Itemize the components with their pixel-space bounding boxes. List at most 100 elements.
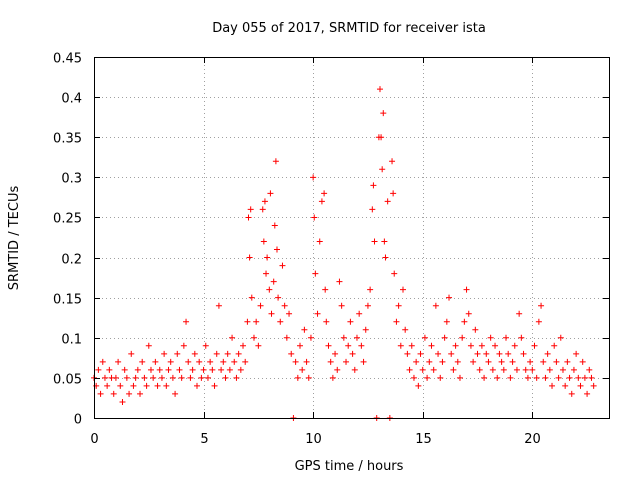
data-point xyxy=(382,254,389,261)
data-point xyxy=(465,310,472,317)
data-point xyxy=(272,158,279,165)
data-point xyxy=(126,390,133,397)
data-point xyxy=(185,358,192,365)
y-tick-label: 0.15 xyxy=(53,293,82,308)
data-point xyxy=(489,366,496,373)
data-point xyxy=(257,302,264,309)
data-point xyxy=(432,302,439,309)
data-point xyxy=(143,382,150,389)
data-point xyxy=(553,358,560,365)
y-tick-label: 0.4 xyxy=(61,92,82,107)
data-point xyxy=(220,358,227,365)
data-point xyxy=(247,206,254,213)
data-point xyxy=(123,374,130,381)
data-point xyxy=(321,190,328,197)
data-point xyxy=(323,318,330,325)
data-point xyxy=(551,342,558,349)
data-point xyxy=(204,374,211,381)
data-point xyxy=(443,318,450,325)
data-point xyxy=(183,318,190,325)
data-point xyxy=(533,374,540,381)
data-point xyxy=(207,358,214,365)
data-point xyxy=(389,158,396,165)
data-point xyxy=(347,318,354,325)
data-point xyxy=(218,366,225,373)
data-point xyxy=(110,390,117,397)
data-point xyxy=(400,286,406,293)
plot-frame xyxy=(94,57,610,419)
data-point xyxy=(513,366,520,373)
data-point xyxy=(305,374,312,381)
data-point xyxy=(522,366,529,373)
data-point xyxy=(369,206,376,213)
data-point xyxy=(518,334,525,341)
data-point xyxy=(408,342,415,349)
data-point xyxy=(213,350,220,357)
data-point xyxy=(279,262,286,269)
data-point xyxy=(130,382,137,389)
data-point xyxy=(529,366,536,373)
data-point xyxy=(503,334,509,341)
data-point xyxy=(132,374,139,381)
data-point xyxy=(531,342,538,349)
data-point xyxy=(410,374,417,381)
data-point xyxy=(200,366,207,373)
data-point xyxy=(264,254,271,261)
data-point xyxy=(349,350,356,357)
data-point xyxy=(281,302,288,309)
data-point xyxy=(421,334,428,341)
data-point xyxy=(97,390,104,397)
data-point xyxy=(329,374,336,381)
data-point xyxy=(240,342,247,349)
y-tick-label: 0.25 xyxy=(53,212,82,227)
data-point xyxy=(242,358,249,365)
data-point xyxy=(273,246,280,253)
data-point xyxy=(439,358,446,365)
data-point xyxy=(299,366,306,373)
data-point xyxy=(378,134,385,141)
y-tick-label: 0.05 xyxy=(53,373,82,388)
data-point xyxy=(404,350,411,357)
data-point xyxy=(261,198,268,205)
data-point xyxy=(275,294,282,301)
data-point xyxy=(318,198,325,205)
data-point xyxy=(509,358,516,365)
data-point xyxy=(437,374,444,381)
data-point xyxy=(294,374,301,381)
data-point xyxy=(119,398,126,405)
data-point xyxy=(215,302,222,309)
data-point xyxy=(198,374,205,381)
data-point xyxy=(229,334,236,341)
data-point xyxy=(417,350,424,357)
data-point xyxy=(161,350,168,357)
data-point xyxy=(393,318,400,325)
data-point xyxy=(415,382,422,389)
data-point xyxy=(579,358,586,365)
data-point xyxy=(106,366,113,373)
data-point xyxy=(310,174,317,181)
y-tick-label: 0.35 xyxy=(53,132,82,147)
data-point xyxy=(590,382,597,389)
data-point xyxy=(498,358,505,365)
data-point xyxy=(380,110,387,117)
data-point xyxy=(202,342,209,349)
data-point xyxy=(172,390,179,397)
data-point xyxy=(231,358,238,365)
data-point xyxy=(397,342,404,349)
y-axis-title: SRMTID / TECUs xyxy=(7,186,22,291)
data-point xyxy=(303,358,310,365)
y-tick-label: 0.3 xyxy=(61,172,82,187)
data-point xyxy=(485,358,492,365)
data-point xyxy=(246,254,253,261)
data-point xyxy=(322,286,329,293)
data-point xyxy=(176,366,183,373)
data-point xyxy=(163,382,170,389)
data-point xyxy=(169,374,176,381)
data-point xyxy=(456,374,463,381)
chart-title: Day 055 of 2017, SRMTID for receiver ist… xyxy=(212,21,486,36)
data-point xyxy=(478,342,485,349)
data-point xyxy=(570,366,577,373)
data-point xyxy=(448,350,455,357)
data-point xyxy=(467,342,474,349)
data-point xyxy=(288,350,295,357)
